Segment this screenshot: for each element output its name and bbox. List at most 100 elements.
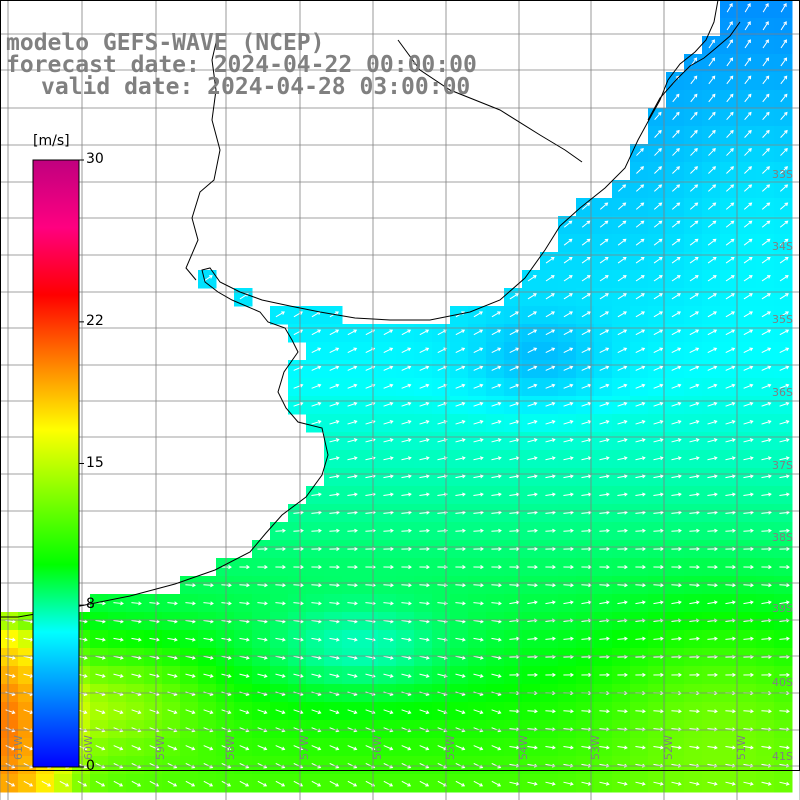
wind-arrow <box>671 256 681 264</box>
wind-arrow <box>671 546 682 551</box>
wind-arrow <box>725 383 736 389</box>
wind-arrow <box>455 745 466 751</box>
wind-arrow <box>383 745 394 751</box>
wind-arrow <box>762 166 770 174</box>
wind-arrow <box>401 727 412 733</box>
wind-arrow <box>419 619 430 624</box>
wind-arrow <box>527 546 538 551</box>
wind-arrow <box>707 256 717 264</box>
wind-arrow <box>347 583 358 588</box>
wind-arrow <box>455 780 466 787</box>
wind-arrow <box>239 601 250 606</box>
wind-arrow <box>275 546 286 551</box>
wind-arrow <box>293 365 304 371</box>
wind-arrow <box>149 637 160 642</box>
wind-arrow <box>527 419 538 425</box>
wind-arrow <box>491 474 502 479</box>
wind-arrow <box>131 655 142 660</box>
longitude-label: 52W <box>662 735 675 760</box>
wind-arrow <box>329 347 340 354</box>
wind-arrow <box>419 546 430 551</box>
wind-arrow <box>743 311 753 318</box>
wind-arrow <box>599 275 609 282</box>
wind-arrow <box>437 438 448 443</box>
wind-arrow <box>617 238 627 246</box>
wind-arrow <box>707 546 718 551</box>
wind-arrow <box>437 655 448 660</box>
wind-arrow <box>383 727 394 733</box>
wind-arrow <box>689 636 700 641</box>
wind-arrow <box>689 347 700 354</box>
wind-arrow <box>653 347 664 354</box>
wind-arrow <box>635 781 646 786</box>
wind-arrow <box>383 492 394 497</box>
wind-arrow <box>689 383 700 389</box>
wind-arrow <box>707 528 718 533</box>
wind-arrow <box>527 383 538 389</box>
wind-arrow <box>671 565 682 570</box>
wind-arrow <box>293 673 304 678</box>
wind-arrow <box>491 510 502 515</box>
wind-arrow <box>743 546 754 551</box>
wind-arrow <box>743 220 753 228</box>
wind-arrow <box>5 655 16 660</box>
wind-arrow <box>437 474 448 479</box>
wind-arrow <box>293 383 304 389</box>
longitude-labels: 61W 60W 59W 58W 57W 56W 55W 54W 53W 52W 51W <box>12 735 748 760</box>
wind-arrow <box>671 510 682 515</box>
wind-arrow <box>581 275 591 282</box>
wind-arrow <box>725 781 736 786</box>
wind-arrow <box>95 673 106 678</box>
wind-arrow <box>599 546 610 551</box>
wind-arrow <box>725 220 735 228</box>
wind-arrow <box>672 148 680 156</box>
wind-arrow <box>167 745 178 751</box>
wind-arrow <box>599 583 610 588</box>
wind-arrow <box>185 745 196 751</box>
wind-arrow <box>383 438 394 443</box>
wind-arrow <box>617 781 628 786</box>
wind-arrow <box>563 238 573 246</box>
wind-arrow <box>725 745 736 750</box>
latitude-label: 41S <box>772 750 793 763</box>
wind-arrow <box>617 365 628 371</box>
wind-arrow <box>167 601 178 606</box>
wind-arrow <box>563 528 574 533</box>
wind-arrow <box>113 655 124 660</box>
wind-arrow <box>545 781 556 786</box>
wind-arrow <box>780 57 788 67</box>
wind-arrow <box>455 474 466 479</box>
wind-arrow <box>725 636 736 641</box>
wind-arrow <box>599 672 610 677</box>
wind-arrow <box>527 583 538 588</box>
wind-arrow <box>311 673 322 678</box>
wind-arrow <box>23 780 34 787</box>
wind-arrow <box>311 419 322 425</box>
wind-arrow <box>131 619 142 624</box>
wind-arrow <box>653 583 664 588</box>
wind-arrow <box>653 474 664 479</box>
wind-arrow <box>779 583 790 588</box>
wind-arrow <box>726 57 734 67</box>
wind-arrow <box>5 637 16 642</box>
wind-arrow <box>383 601 394 606</box>
wind-arrow <box>779 202 789 210</box>
wind-arrow <box>473 673 484 678</box>
wind-arrow <box>635 419 646 425</box>
wind-arrow <box>113 709 124 715</box>
wind-arrow <box>473 383 484 389</box>
wind-arrow <box>149 601 160 606</box>
wind-arrow <box>401 419 412 425</box>
wind-arrow <box>744 111 752 121</box>
wind-arrow <box>131 673 142 678</box>
wind-arrow <box>437 745 448 751</box>
wind-arrow <box>563 546 574 551</box>
wind-arrow <box>653 293 663 300</box>
wind-arrow <box>726 129 734 138</box>
wind-arrow <box>311 365 322 371</box>
wind-arrow <box>761 528 772 533</box>
wind-arrow <box>455 438 466 443</box>
wind-arrow <box>707 202 717 210</box>
latitude-labels: 33S 34S 35S 36S 37S 38S 39S 40S 41S <box>772 168 793 763</box>
